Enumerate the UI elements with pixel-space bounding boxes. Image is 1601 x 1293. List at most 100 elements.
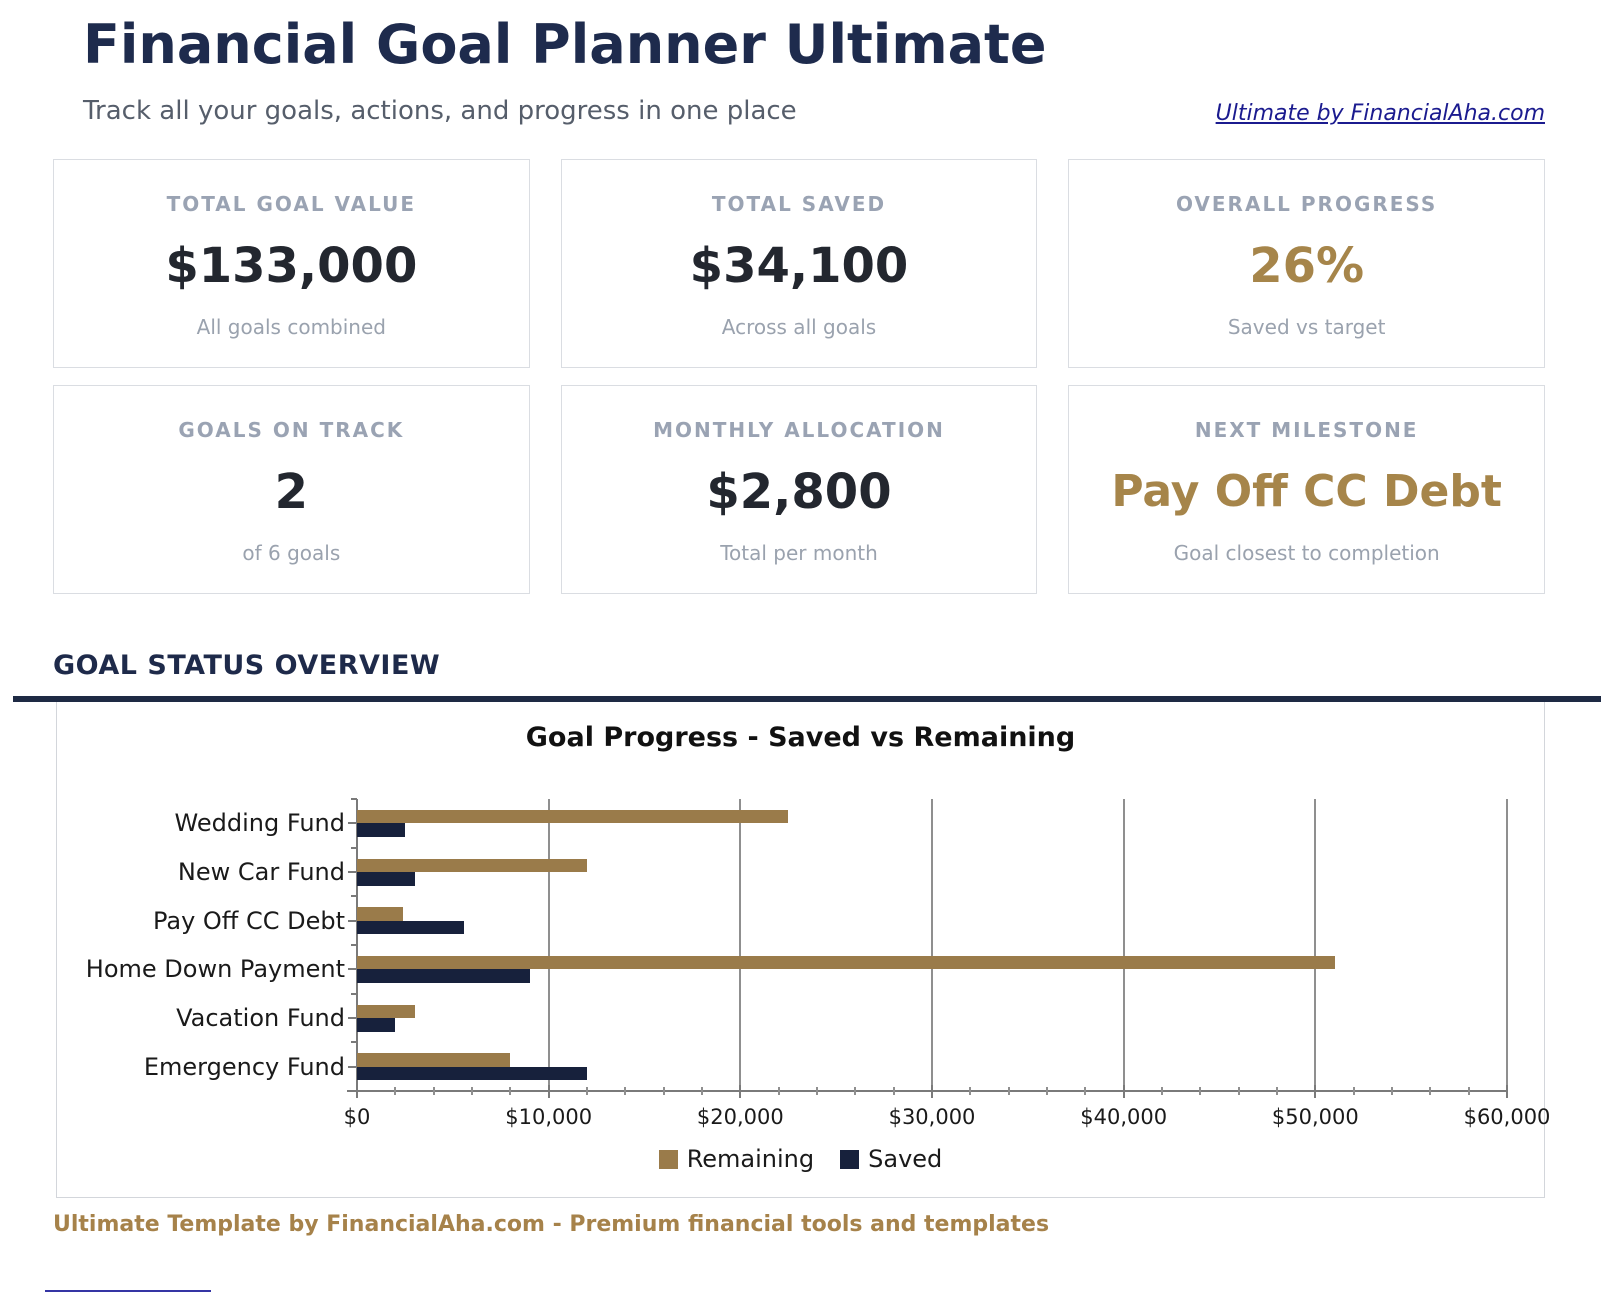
x-axis-label: $10,000 bbox=[505, 1105, 593, 1130]
category-label: Home Down Payment bbox=[85, 955, 345, 984]
x-tick-minor bbox=[816, 1087, 818, 1096]
card-value: $2,800 bbox=[706, 463, 892, 520]
x-tick-minor bbox=[586, 1087, 588, 1096]
x-tick-minor bbox=[471, 1087, 473, 1096]
card-note: Total per month bbox=[720, 541, 878, 566]
x-tick-minor bbox=[701, 1087, 703, 1096]
card-value: 2 bbox=[274, 463, 309, 520]
section-heading: GOAL STATUS OVERVIEW bbox=[53, 650, 441, 682]
brand-link[interactable]: Ultimate by FinancialAha.com bbox=[1215, 101, 1545, 127]
card-label: GOALS ON TRACK bbox=[178, 418, 405, 443]
bar-saved-vacation-fund bbox=[357, 1018, 396, 1032]
x-tick-minor bbox=[1046, 1087, 1048, 1096]
legend-label: Remaining bbox=[686, 1145, 815, 1174]
plot-area bbox=[347, 798, 1508, 1099]
y-tick-minor bbox=[351, 798, 357, 801]
bar-group-home-down-payment bbox=[357, 945, 1507, 994]
subtitle-row: Track all your goals, actions, and progr… bbox=[83, 96, 1545, 126]
chart-title: Goal Progress - Saved vs Remaining bbox=[525, 722, 1076, 754]
y-tick bbox=[348, 968, 357, 971]
x-tick-minor bbox=[1199, 1087, 1202, 1096]
y-tick-minor bbox=[351, 1041, 357, 1044]
y-tick bbox=[348, 871, 357, 874]
card-label: OVERALL PROGRESS bbox=[1175, 192, 1438, 217]
x-tick-major bbox=[1506, 1085, 1508, 1099]
x-tick-minor bbox=[892, 1087, 895, 1096]
card-note: All goals combined bbox=[196, 315, 386, 340]
chart-panel: Goal Progress - Saved vs Remaining Weddi… bbox=[56, 702, 1551, 1199]
gridline bbox=[547, 799, 550, 1092]
bar-saved-emergency-fund bbox=[357, 1066, 587, 1081]
card-note: of 6 goals bbox=[242, 541, 341, 566]
x-axis-label: $50,000 bbox=[1271, 1105, 1359, 1130]
section-divider bbox=[13, 696, 1601, 703]
card-note: Saved vs target bbox=[1227, 315, 1386, 340]
x-axis-tick-labels: $0 $10,000 $20,000 $30,000 $40,000 $50,000 $60… bbox=[344, 1091, 1551, 1135]
x-tick-minor bbox=[1161, 1087, 1163, 1096]
bar-rows bbox=[357, 799, 1507, 1091]
bar-group-vacation-fund bbox=[357, 994, 1507, 1043]
card-overall-progress: OVERALL PROGRESS 26% Saved vs target bbox=[1068, 159, 1545, 369]
bar-group-emergency-fund bbox=[357, 1042, 1507, 1091]
x-tick-major bbox=[1122, 1085, 1125, 1099]
bar-remaining-new-car-fund bbox=[357, 858, 587, 873]
y-tick-minor bbox=[351, 992, 357, 995]
gridline bbox=[1122, 799, 1125, 1092]
bar-remaining-wedding-fund bbox=[357, 809, 789, 824]
card-note: Across all goals bbox=[721, 315, 877, 340]
card-next-milestone: NEXT MILESTONE Pay Off CC Debt Goal clos… bbox=[1068, 385, 1545, 595]
page-title: Financial Goal Planner Ultimate bbox=[83, 13, 1047, 76]
x-tick-minor bbox=[969, 1087, 972, 1096]
y-tick bbox=[348, 919, 357, 922]
y-tick bbox=[348, 1065, 357, 1068]
y-tick-minor bbox=[351, 1090, 357, 1093]
legend-swatch-remaining bbox=[658, 1149, 678, 1169]
legend-item-remaining: Remaining bbox=[658, 1145, 815, 1174]
card-note: Goal closest to completion bbox=[1173, 541, 1440, 566]
gridline bbox=[1506, 799, 1508, 1092]
legend-item-saved: Saved bbox=[840, 1145, 942, 1173]
card-monthly-allocation: MONTHLY ALLOCATION $2,800 Total per mont… bbox=[560, 385, 1038, 595]
partial-link-underline[interactable] bbox=[45, 1290, 211, 1292]
card-value: $34,100 bbox=[689, 237, 909, 294]
bar-remaining-pay-off-cc-debt bbox=[357, 907, 403, 921]
bar-chart: Wedding Fund New Car Fund Pay Off CC Debt H… bbox=[57, 798, 1544, 1099]
x-axis-label: $20,000 bbox=[696, 1105, 784, 1130]
x-tick-major bbox=[1314, 1085, 1317, 1099]
footer-credit: Ultimate Template by FinancialAha.com - … bbox=[53, 1212, 1050, 1238]
x-axis-label: $30,000 bbox=[888, 1105, 976, 1130]
y-tick bbox=[348, 822, 357, 825]
y-axis-line bbox=[356, 799, 358, 1092]
x-tick-minor bbox=[624, 1087, 627, 1096]
y-tick-minor bbox=[351, 895, 357, 898]
bar-remaining-emergency-fund bbox=[357, 1053, 511, 1067]
x-tick-minor bbox=[509, 1087, 512, 1096]
x-tick-minor bbox=[1007, 1087, 1010, 1096]
summary-cards: TOTAL GOAL VALUE $133,000 All goals comb… bbox=[53, 159, 1545, 595]
card-value: $133,000 bbox=[165, 237, 418, 294]
category-label: Emergency Fund bbox=[143, 1052, 345, 1081]
card-label: TOTAL SAVED bbox=[711, 192, 887, 217]
bar-remaining-home-down-payment bbox=[357, 955, 1335, 970]
y-tick bbox=[348, 1017, 357, 1020]
x-tick-minor bbox=[777, 1087, 780, 1096]
bar-group-pay-off-cc-debt bbox=[357, 896, 1507, 945]
x-axis-label: $40,000 bbox=[1080, 1105, 1168, 1130]
card-value: 26% bbox=[1249, 237, 1365, 294]
x-tick-minor bbox=[1429, 1087, 1432, 1096]
bar-saved-new-car-fund bbox=[357, 872, 415, 886]
gridline bbox=[931, 799, 933, 1092]
bar-saved-pay-off-cc-debt bbox=[357, 920, 465, 935]
page-subtitle: Track all your goals, actions, and progr… bbox=[83, 96, 797, 127]
page: Financial Goal Planner Ultimate Track al… bbox=[0, 13, 1601, 1238]
card-label: MONTHLY ALLOCATION bbox=[653, 418, 945, 443]
card-label: TOTAL GOAL VALUE bbox=[166, 192, 417, 217]
x-tick-minor bbox=[1352, 1087, 1355, 1096]
chart-legend: Remaining Saved bbox=[57, 1143, 1544, 1175]
card-label: NEXT MILESTONE bbox=[1194, 418, 1419, 443]
legend-swatch-saved bbox=[840, 1149, 860, 1169]
bar-remaining-vacation-fund bbox=[357, 1004, 415, 1019]
x-tick-minor bbox=[1237, 1087, 1240, 1096]
x-tick-major bbox=[931, 1085, 933, 1099]
category-label: New Car Fund bbox=[177, 858, 345, 887]
